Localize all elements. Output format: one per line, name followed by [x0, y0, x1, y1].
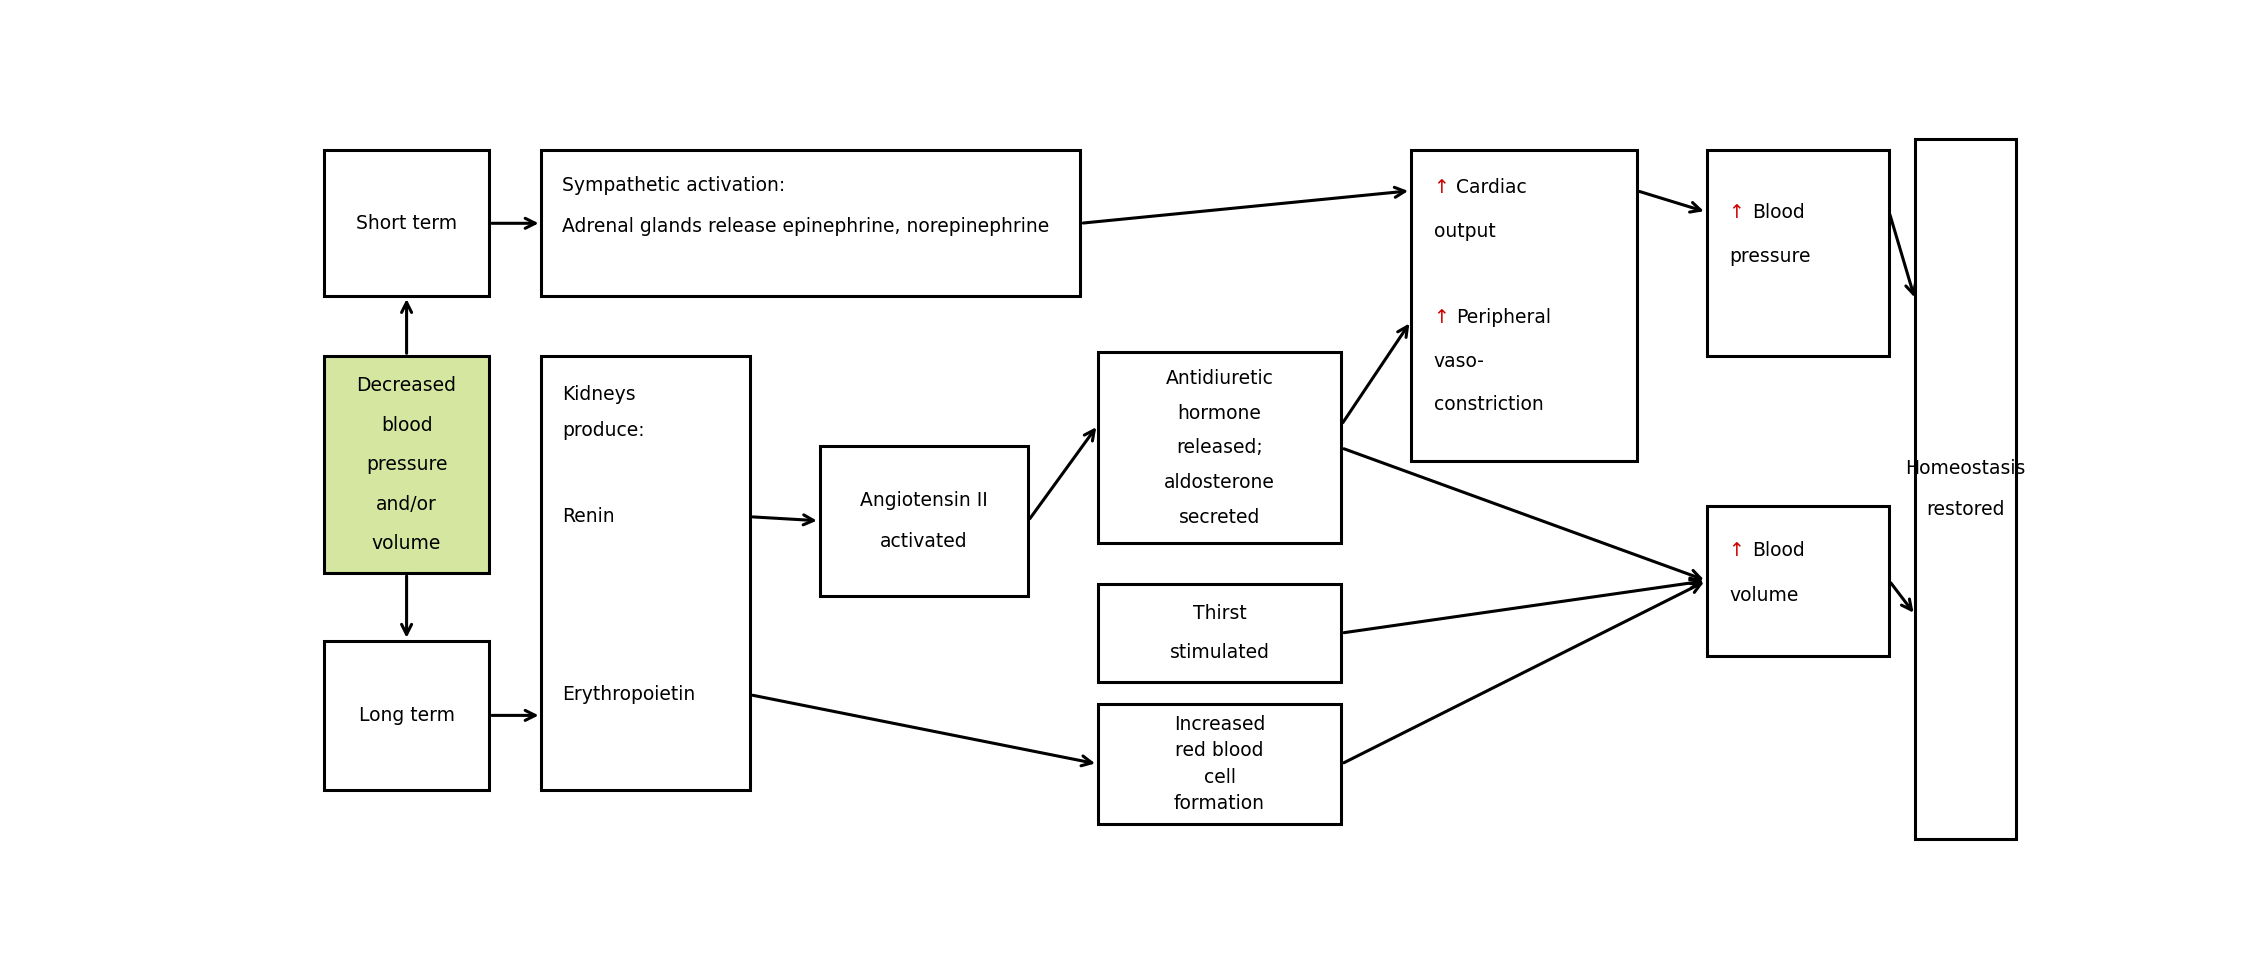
Text: blood: blood: [381, 416, 433, 434]
Text: Blood: Blood: [1753, 541, 1804, 560]
Text: restored: restored: [1925, 500, 2004, 519]
Text: pressure: pressure: [366, 455, 447, 474]
Text: Sympathetic activation:: Sympathetic activation:: [563, 176, 785, 194]
FancyBboxPatch shape: [541, 151, 1079, 296]
Text: hormone: hormone: [1178, 403, 1261, 423]
Text: Kidneys: Kidneys: [563, 385, 635, 404]
Text: produce:: produce:: [563, 421, 644, 440]
Text: Short term: Short term: [357, 214, 458, 232]
Text: Increased: Increased: [1174, 714, 1266, 734]
Text: ↑: ↑: [1730, 202, 1750, 222]
Text: output: output: [1434, 222, 1495, 240]
Text: vaso-: vaso-: [1434, 352, 1483, 370]
Text: Renin: Renin: [563, 507, 615, 526]
Text: Long term: Long term: [359, 706, 456, 725]
Text: ↑: ↑: [1434, 308, 1456, 328]
FancyBboxPatch shape: [1708, 505, 1889, 655]
Text: activated: activated: [880, 532, 967, 551]
Text: volume: volume: [1730, 586, 1797, 606]
Text: Cardiac: Cardiac: [1456, 178, 1526, 197]
FancyBboxPatch shape: [541, 356, 749, 790]
Text: constriction: constriction: [1434, 396, 1544, 414]
Text: volume: volume: [373, 534, 442, 553]
Text: Antidiuretic: Antidiuretic: [1165, 369, 1275, 388]
FancyBboxPatch shape: [1097, 704, 1342, 824]
FancyBboxPatch shape: [1708, 151, 1889, 356]
FancyBboxPatch shape: [323, 356, 489, 573]
FancyBboxPatch shape: [323, 151, 489, 296]
Text: Adrenal glands release epinephrine, norepinephrine: Adrenal glands release epinephrine, nore…: [563, 217, 1050, 236]
Text: formation: formation: [1174, 794, 1266, 814]
Text: Homeostasis: Homeostasis: [1905, 459, 2026, 478]
Text: ↑: ↑: [1434, 178, 1456, 197]
FancyBboxPatch shape: [323, 641, 489, 790]
Text: released;: released;: [1176, 438, 1263, 457]
FancyBboxPatch shape: [1097, 584, 1342, 681]
Text: Erythropoietin: Erythropoietin: [563, 685, 696, 705]
Text: Angiotensin II: Angiotensin II: [859, 491, 987, 509]
Text: Decreased: Decreased: [357, 376, 456, 396]
FancyBboxPatch shape: [1916, 139, 2015, 839]
Text: ↑: ↑: [1730, 541, 1750, 560]
Text: aldosterone: aldosterone: [1165, 473, 1275, 492]
Text: Peripheral: Peripheral: [1456, 308, 1551, 328]
Text: cell: cell: [1203, 768, 1236, 787]
Text: secreted: secreted: [1178, 507, 1261, 527]
Text: red blood: red blood: [1176, 742, 1263, 760]
FancyBboxPatch shape: [1097, 353, 1342, 543]
Text: and/or: and/or: [377, 495, 438, 513]
Text: pressure: pressure: [1730, 248, 1811, 266]
FancyBboxPatch shape: [1411, 151, 1636, 461]
Text: Thirst: Thirst: [1194, 605, 1245, 623]
FancyBboxPatch shape: [819, 446, 1028, 596]
Text: stimulated: stimulated: [1169, 643, 1270, 662]
Text: Blood: Blood: [1753, 202, 1804, 222]
